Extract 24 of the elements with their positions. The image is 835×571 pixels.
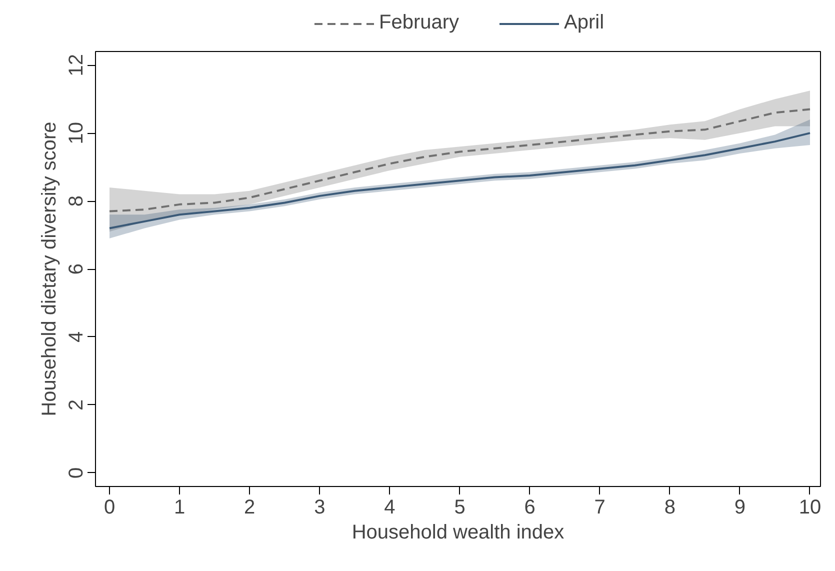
x-tick-label: 7 [594,496,606,518]
x-tick-label: 4 [384,496,396,518]
y-tick-label: 6 [66,263,88,275]
x-tick-label: 3 [314,496,326,518]
y-tick-label: 12 [66,54,88,76]
x-tick-label: 10 [798,496,822,518]
line-series [108,108,811,212]
y-tick-label: 8 [66,195,88,207]
line-series [108,132,811,230]
x-tick-label: 6 [524,496,536,518]
legend-label: April [564,12,604,34]
legend-label: February [378,12,460,34]
y-tick-label: 4 [66,331,88,343]
y-tick-label: 2 [66,399,88,410]
x-tick-label: 2 [244,496,256,518]
x-tick-label: 1 [174,496,186,518]
x-axis-title: Household wealth index [352,522,564,544]
x-tick-label: 5 [454,496,466,518]
y-tick-label: 10 [66,122,88,144]
x-tick-label: 0 [104,496,116,518]
x-tick-label: 8 [664,496,676,518]
y-axis-title: Household dietary diversity score [38,122,60,416]
y-tick-label: 0 [66,467,88,478]
x-tick-label: 9 [734,496,746,518]
